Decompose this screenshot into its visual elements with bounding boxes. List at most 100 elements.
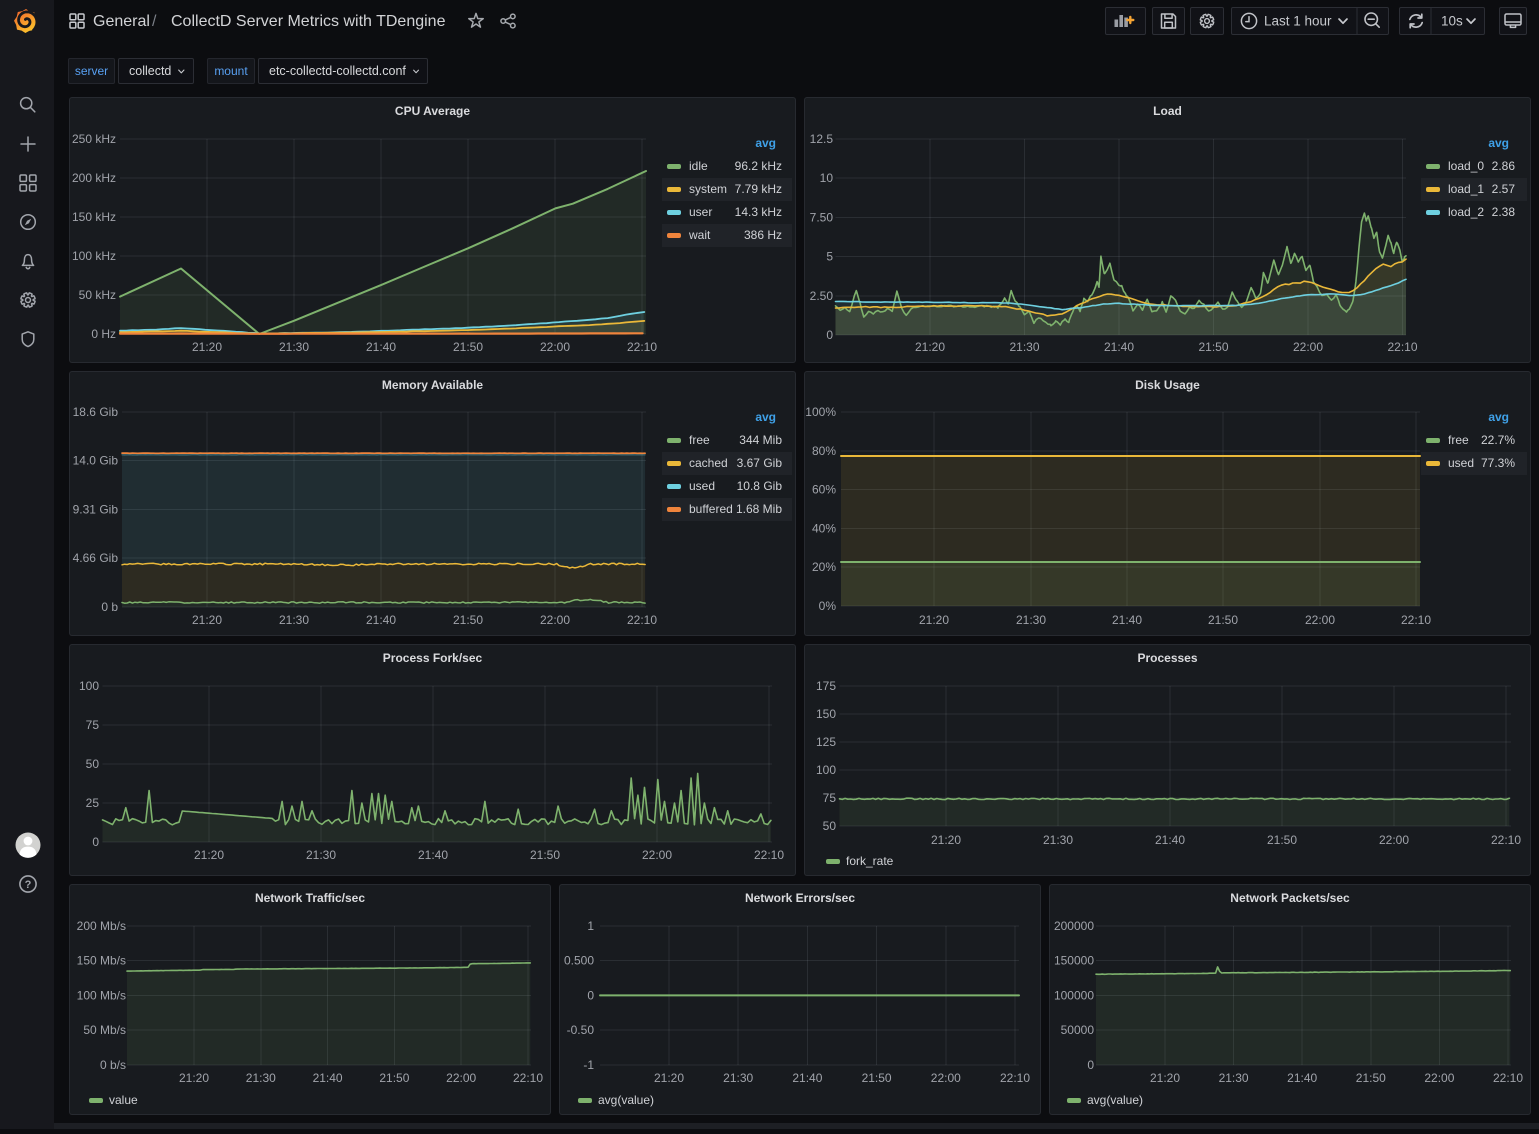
svg-text:21:30: 21:30: [279, 340, 309, 354]
svg-text:100: 100: [816, 763, 836, 777]
svg-text:-1: -1: [583, 1058, 594, 1072]
svg-text:5: 5: [826, 250, 833, 264]
svg-text:14.0 Gib: 14.0 Gib: [73, 454, 119, 468]
svg-text:200 kHz: 200 kHz: [72, 171, 116, 185]
svg-text:100 Mb/s: 100 Mb/s: [77, 988, 126, 1002]
svg-text:-0.50: -0.50: [567, 1023, 595, 1037]
svg-text:0%: 0%: [819, 599, 837, 613]
svg-text:0: 0: [826, 328, 833, 342]
svg-text:200000: 200000: [1054, 919, 1094, 933]
svg-text:10s: 10s: [1441, 14, 1463, 29]
svg-text:21:50: 21:50: [1198, 340, 1228, 354]
svg-text:21:50: 21:50: [1208, 613, 1238, 627]
svg-text:21:20: 21:20: [179, 1071, 209, 1085]
svg-text:40%: 40%: [812, 521, 836, 535]
svg-text:60%: 60%: [812, 483, 836, 497]
svg-text:22:10: 22:10: [754, 848, 784, 862]
svg-text:25: 25: [86, 796, 100, 810]
svg-text:7.50: 7.50: [810, 210, 834, 224]
svg-text:21:20: 21:20: [919, 613, 949, 627]
svg-text:0.500: 0.500: [564, 954, 594, 968]
svg-text:?: ?: [25, 879, 32, 891]
svg-text:21:40: 21:40: [1104, 340, 1134, 354]
svg-text:150: 150: [816, 707, 836, 721]
svg-text:9.31 Gib: 9.31 Gib: [73, 502, 119, 516]
svg-text:250 kHz: 250 kHz: [72, 132, 116, 146]
svg-text:200 Mb/s: 200 Mb/s: [77, 919, 126, 933]
svg-text:0 Hz: 0 Hz: [91, 327, 116, 341]
svg-text:50000: 50000: [1061, 1023, 1095, 1037]
svg-text:22:00: 22:00: [1293, 340, 1323, 354]
svg-text:0 b: 0 b: [101, 600, 118, 614]
svg-text:21:40: 21:40: [366, 613, 396, 627]
svg-text:21:40: 21:40: [792, 1071, 822, 1085]
svg-text:21:50: 21:50: [1267, 833, 1297, 847]
svg-text:2.50: 2.50: [810, 289, 834, 303]
svg-text:22:00: 22:00: [446, 1071, 476, 1085]
svg-text:General: General: [93, 13, 150, 30]
svg-text:22:10: 22:10: [627, 340, 657, 354]
svg-text:21:40: 21:40: [366, 340, 396, 354]
svg-text:100000: 100000: [1054, 988, 1094, 1002]
svg-text:10: 10: [820, 171, 834, 185]
svg-text:125: 125: [816, 735, 836, 749]
svg-text:22:10: 22:10: [1491, 833, 1521, 847]
svg-text:21:30: 21:30: [246, 1071, 276, 1085]
svg-text:21:50: 21:50: [453, 340, 483, 354]
svg-text:18.6 Gib: 18.6 Gib: [73, 405, 119, 419]
svg-text:150 Mb/s: 150 Mb/s: [77, 954, 126, 968]
svg-text:20%: 20%: [812, 560, 836, 574]
svg-text:21:20: 21:20: [194, 848, 224, 862]
svg-text:21:40: 21:40: [1287, 1071, 1317, 1085]
svg-text:80%: 80%: [812, 444, 836, 458]
svg-text:21:40: 21:40: [313, 1071, 343, 1085]
svg-text:22:10: 22:10: [627, 613, 657, 627]
svg-text:21:30: 21:30: [723, 1071, 753, 1085]
svg-text:1: 1: [587, 919, 594, 933]
svg-text:22:10: 22:10: [1401, 613, 1431, 627]
svg-text:21:50: 21:50: [530, 848, 560, 862]
svg-text:/: /: [152, 13, 157, 30]
svg-text:21:50: 21:50: [1356, 1071, 1386, 1085]
svg-text:50 kHz: 50 kHz: [79, 288, 116, 302]
svg-text:22:10: 22:10: [1493, 1071, 1523, 1085]
svg-text:50: 50: [823, 819, 837, 833]
svg-text:50 Mb/s: 50 Mb/s: [83, 1023, 126, 1037]
svg-text:22:00: 22:00: [1424, 1071, 1454, 1085]
svg-text:21:30: 21:30: [1219, 1071, 1249, 1085]
svg-text:50: 50: [86, 757, 100, 771]
svg-text:150 kHz: 150 kHz: [72, 210, 116, 224]
svg-text:100: 100: [79, 679, 99, 693]
svg-text:21:20: 21:20: [1150, 1071, 1180, 1085]
svg-text:21:30: 21:30: [279, 613, 309, 627]
svg-text:21:40: 21:40: [418, 848, 448, 862]
svg-text:75: 75: [86, 718, 100, 732]
svg-text:21:50: 21:50: [453, 613, 483, 627]
svg-text:21:40: 21:40: [1112, 613, 1142, 627]
svg-text:100%: 100%: [805, 405, 836, 419]
svg-text:Last 1 hour: Last 1 hour: [1264, 14, 1332, 29]
svg-text:21:30: 21:30: [1009, 340, 1039, 354]
svg-text:22:10: 22:10: [513, 1071, 543, 1085]
svg-text:21:20: 21:20: [915, 340, 945, 354]
svg-text:75: 75: [823, 791, 837, 805]
svg-text:0: 0: [1087, 1058, 1094, 1072]
svg-text:22:00: 22:00: [1305, 613, 1335, 627]
svg-text:0: 0: [587, 988, 594, 1002]
svg-text:0: 0: [92, 835, 99, 849]
svg-text:22:00: 22:00: [931, 1071, 961, 1085]
svg-text:21:20: 21:20: [192, 613, 222, 627]
svg-text:21:20: 21:20: [192, 340, 222, 354]
svg-text:CollectD Server Metrics with T: CollectD Server Metrics with TDengine: [171, 13, 446, 30]
svg-text:21:30: 21:30: [1043, 833, 1073, 847]
svg-text:175: 175: [816, 679, 836, 693]
svg-text:21:20: 21:20: [931, 833, 961, 847]
svg-text:21:30: 21:30: [306, 848, 336, 862]
svg-text:150000: 150000: [1054, 954, 1094, 968]
svg-text:21:30: 21:30: [1016, 613, 1046, 627]
svg-text:22:00: 22:00: [540, 613, 570, 627]
svg-text:22:10: 22:10: [1000, 1071, 1030, 1085]
svg-text:21:20: 21:20: [654, 1071, 684, 1085]
svg-text:22:00: 22:00: [540, 340, 570, 354]
svg-text:21:40: 21:40: [1155, 833, 1185, 847]
